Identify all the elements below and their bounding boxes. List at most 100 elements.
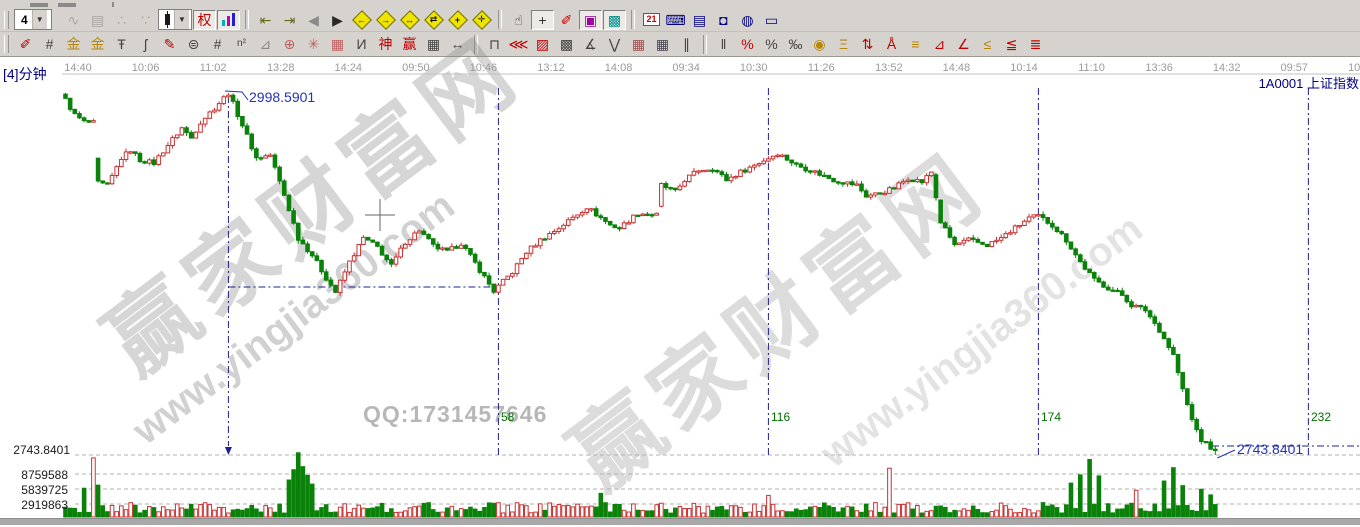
trend-angle-tool[interactable]: ∡ <box>584 36 597 52</box>
angle-gold-tool[interactable]: ≤ <box>983 36 992 52</box>
frame-tool-button[interactable]: ▣ <box>579 9 602 30</box>
svg-text:14:48: 14:48 <box>943 62 971 74</box>
notes-button[interactable]: ▤ <box>692 11 707 28</box>
volume-zone-tool[interactable]: ‖ <box>720 36 727 52</box>
period-select[interactable]: 4 ▼ <box>14 9 52 30</box>
cycle-circle-tool[interactable]: ⊜ <box>187 36 200 52</box>
svg-text:09:34: 09:34 <box>672 62 700 74</box>
fibo-time-tool[interactable]: Ŧ <box>117 36 126 52</box>
zigzag-v-tool[interactable]: ⋁ <box>608 36 621 52</box>
angle-f-tool[interactable]: ∠ <box>957 36 970 52</box>
toolbar-separator <box>631 10 635 29</box>
svg-text:14:32: 14:32 <box>1213 62 1241 74</box>
toolbar-separator <box>245 10 249 29</box>
erase-drawing-button[interactable]: ✐ <box>560 11 573 28</box>
angle-shen-tool[interactable]: ≦ <box>1005 36 1018 52</box>
gold-level-tool[interactable]: Ξ <box>838 36 849 52</box>
mark-pen-tool[interactable]: ✎ <box>163 36 176 52</box>
shade-box-tool[interactable]: ▨ <box>535 36 550 52</box>
toolbar-grip <box>4 10 9 29</box>
volume-axis-label: 2919863 <box>21 498 68 512</box>
wave-a-tool[interactable]: Å <box>886 36 897 52</box>
step-forward-button[interactable]: ▶ <box>332 11 343 28</box>
pattern-tool-button[interactable]: ▩ <box>603 9 626 30</box>
info-note-icon[interactable]: ▤ <box>90 11 105 28</box>
percent-retrace-tool[interactable]: % <box>741 36 754 52</box>
grid-coarse-tool[interactable]: ▦ <box>655 36 670 52</box>
step-back-button[interactable]: ◀ <box>308 11 319 28</box>
symbol-label: 1A0001 上证指数 <box>1258 76 1359 91</box>
color-histogram-button[interactable] <box>217 9 240 30</box>
candle-style-select[interactable]: ▼ <box>158 9 192 30</box>
grid-fine-tool[interactable]: ▦ <box>631 36 646 52</box>
send-pc-button[interactable]: ▭ <box>764 11 779 28</box>
parallel-line-tool[interactable]: ∥ <box>683 36 690 52</box>
svg-text:14:40: 14:40 <box>64 62 92 74</box>
ray-fan-tool[interactable]: ⋘ <box>508 36 529 52</box>
merge-9-bars-icon[interactable]: ∵ <box>141 11 150 28</box>
angle-j-tool[interactable]: ⊿ <box>933 36 946 52</box>
last-page-button[interactable]: ⇥ <box>283 11 296 28</box>
count-grid-tool[interactable]: ▦ <box>426 36 441 52</box>
toolbar-main: 4 ▼ ∿ ▤ ∴ ∵ ▼ 权 ⇤ ⇥ ◀ ▶ ← → ↔ ⇄ + ✛ ☝ + ✐ ▣ ▩ 21 ⌨ ▤ ◘ ◍ ▭ <box>0 8 1360 32</box>
square-nine-tool[interactable]: n² <box>237 38 246 49</box>
shen-magic-tool[interactable]: 神 <box>378 36 393 52</box>
toolbar-separator <box>498 10 502 29</box>
angle-ying-tool[interactable]: ≣ <box>1029 36 1042 52</box>
expand-h-button[interactable]: ↔ <box>398 9 421 30</box>
shift-left-button[interactable]: ← <box>350 9 373 30</box>
first-page-button[interactable]: ⇤ <box>259 11 272 28</box>
calendar-button[interactable]: 21 <box>640 10 663 30</box>
golden-section-tool[interactable]: 金 <box>66 36 81 52</box>
gann-box-tool[interactable]: ▦ <box>330 36 345 52</box>
svg-text:10:14: 10:14 <box>1010 62 1038 74</box>
time-grid-tool[interactable]: # <box>213 36 222 52</box>
shift-right-button[interactable]: → <box>374 9 397 30</box>
wave-count-tool[interactable]: И <box>356 36 367 52</box>
export-disk-button[interactable]: ◍ <box>741 11 754 28</box>
crosshair-button[interactable]: + <box>531 9 554 30</box>
dropdown-arrow-icon[interactable]: ▼ <box>31 10 47 29</box>
dark-box-tool[interactable]: ▩ <box>559 36 574 52</box>
svg-text:13:36: 13:36 <box>1145 62 1173 74</box>
svg-text:13:52: 13:52 <box>875 62 903 74</box>
hand-pan-button[interactable]: ☝ <box>514 11 523 28</box>
svg-text:14:08: 14:08 <box>605 62 633 74</box>
dropdown-arrow-icon[interactable]: ▼ <box>174 10 189 29</box>
bottom-scrollbar[interactable] <box>0 518 1360 525</box>
zoom-in-button[interactable]: + <box>446 9 469 30</box>
permille-tool[interactable]: ‰ <box>788 36 803 52</box>
low-price-annotation: 2743.8401 <box>1237 441 1304 457</box>
candlestick-chart[interactable]: 14:40 10:06 11:02 13:28 14:24 09:50 10:46 13:12… <box>0 57 1360 527</box>
swap-range-button[interactable]: ⇄ <box>422 9 445 30</box>
calculator-button[interactable]: ⌨ <box>665 11 686 28</box>
golden-spread-tool[interactable]: 金 <box>90 36 105 52</box>
svg-text:09:50: 09:50 <box>402 62 430 74</box>
pillar-tool[interactable]: ⊓ <box>489 36 500 52</box>
gann-wheel-tool[interactable]: ✳ <box>307 36 320 52</box>
clipped-icon <box>58 3 76 7</box>
updown-arrow-tool[interactable]: ⇅ <box>861 36 874 52</box>
draw-pen-tool[interactable]: ✐ <box>19 36 32 52</box>
rights-adjust-button[interactable]: 权 <box>193 9 216 30</box>
bar-count-label: 116 <box>771 410 791 424</box>
price-grid-tool[interactable]: # <box>45 36 54 52</box>
chart-area[interactable]: 赢家财富网 www.yingjia360.com 赢家财富网 www.yingj… <box>0 19 1360 527</box>
clipped-icon <box>30 3 48 7</box>
gold-base-tool[interactable]: ≡ <box>911 36 920 52</box>
merge-3-bars-icon[interactable]: ∴ <box>117 11 126 28</box>
calendar-icon: 21 <box>643 13 660 26</box>
trend-line-mode-icon[interactable]: ∿ <box>67 11 80 28</box>
spiral-tool[interactable]: ʃ <box>143 36 148 52</box>
percent-tool[interactable]: % <box>765 36 778 52</box>
span-measure-tool[interactable]: ↔ <box>450 36 465 52</box>
mirror-angle-tool[interactable]: ⊿ <box>259 36 272 52</box>
gann-circle-tool[interactable]: ⊕ <box>283 36 296 52</box>
color-histogram-icon <box>221 13 236 26</box>
save-button[interactable]: ◘ <box>719 11 728 28</box>
svg-text:13:12: 13:12 <box>537 62 565 74</box>
ying-brand-tool[interactable]: 赢 <box>402 36 417 52</box>
gold-target-tool[interactable]: ◉ <box>813 36 826 52</box>
zoom-out-button[interactable]: ✛ <box>470 9 493 30</box>
